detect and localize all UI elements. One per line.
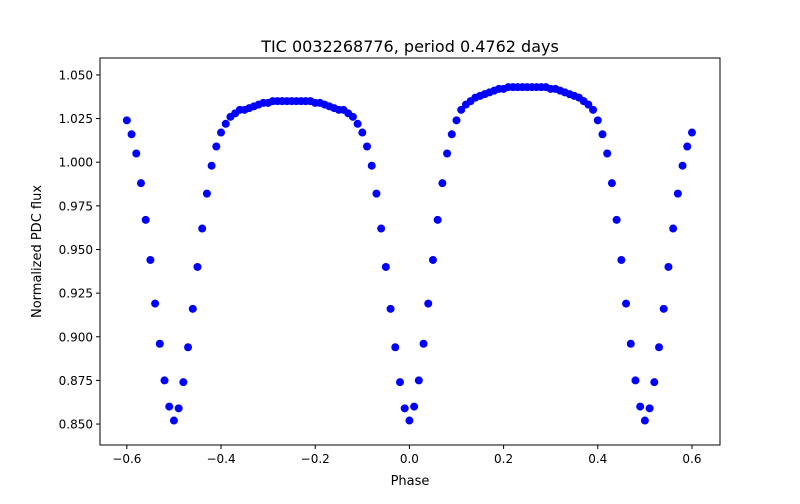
x-tick-label: −0.6	[112, 452, 141, 466]
data-point	[655, 343, 664, 352]
data-point	[386, 304, 395, 313]
data-point	[669, 224, 678, 233]
data-point	[127, 130, 136, 139]
data-point	[146, 255, 155, 264]
data-point	[612, 215, 621, 224]
data-point	[122, 116, 131, 125]
data-point	[659, 304, 668, 313]
y-axis-label: Normalized PDC flux	[30, 185, 45, 318]
data-point	[433, 215, 442, 224]
x-tick-label: 0.2	[494, 452, 513, 466]
data-point	[414, 376, 423, 385]
x-axis: −0.6 −0.4 −0.2 0.0 0.2 0.4 0.6	[112, 445, 702, 466]
y-tick-label: 0.875	[59, 374, 93, 388]
data-point	[607, 179, 616, 188]
data-point	[217, 128, 226, 137]
y-tick-label: 0.975	[59, 199, 93, 213]
data-point	[603, 149, 612, 158]
data-point	[377, 224, 386, 233]
data-point	[428, 255, 437, 264]
data-point	[353, 119, 362, 128]
data-point	[358, 128, 367, 137]
x-axis-label: Phase	[391, 474, 430, 489]
data-point	[447, 130, 456, 139]
data-point	[443, 149, 452, 158]
data-point	[165, 402, 174, 411]
x-tick-label: 0.4	[588, 452, 607, 466]
data-point	[626, 339, 635, 348]
y-tick-label: 1.025	[59, 112, 93, 126]
data-point	[405, 416, 414, 425]
y-tick-label: 1.000	[59, 156, 93, 170]
data-point	[640, 416, 649, 425]
plot-frame	[99, 57, 721, 446]
x-tick-label: −0.4	[206, 452, 235, 466]
x-tick-label: 0.0	[400, 452, 419, 466]
data-point	[631, 376, 640, 385]
data-point	[622, 299, 631, 308]
data-point	[395, 378, 404, 387]
y-tick-label: 0.900	[59, 330, 93, 344]
data-point	[678, 161, 687, 170]
data-point	[132, 149, 141, 158]
data-point	[400, 404, 409, 413]
data-point	[424, 299, 433, 308]
data-point	[457, 105, 466, 114]
data-point	[687, 128, 696, 137]
data-point	[348, 112, 357, 121]
y-tick-label: 0.850	[59, 418, 93, 432]
data-point	[193, 262, 202, 271]
data-point	[212, 142, 221, 151]
data-point	[664, 262, 673, 271]
y-axis: 0.850 0.875 0.900 0.925 0.950 0.975 1.000 1.025…	[59, 68, 100, 432]
data-point	[198, 224, 207, 233]
x-tick-label: −0.2	[301, 452, 330, 466]
data-point	[207, 161, 216, 170]
data-point	[645, 404, 654, 413]
data-point	[410, 402, 419, 411]
data-points	[122, 83, 696, 425]
data-point	[188, 304, 197, 313]
data-point	[136, 179, 145, 188]
data-point	[419, 339, 428, 348]
data-point	[391, 343, 400, 352]
y-tick-label: 1.050	[59, 68, 93, 82]
chart-title: TIC 0032268776, period 0.4762 days	[260, 37, 559, 56]
data-point	[221, 119, 230, 128]
x-tick-label: 0.6	[682, 452, 701, 466]
data-point	[381, 262, 390, 271]
y-tick-label: 0.925	[59, 287, 93, 301]
data-point	[593, 116, 602, 125]
data-point	[141, 215, 150, 224]
data-point	[452, 116, 461, 125]
data-point	[151, 299, 160, 308]
data-point	[202, 189, 211, 198]
data-point	[372, 189, 381, 198]
data-point	[155, 339, 164, 348]
data-point	[169, 416, 178, 425]
data-point	[179, 378, 188, 387]
data-point	[160, 376, 169, 385]
y-tick-label: 0.950	[59, 243, 93, 257]
data-point	[598, 130, 607, 139]
data-point	[584, 100, 593, 109]
data-point	[367, 161, 376, 170]
data-point	[184, 343, 193, 352]
data-point	[589, 105, 598, 114]
data-point	[438, 179, 447, 188]
data-point	[673, 189, 682, 198]
data-point	[363, 142, 372, 151]
data-point	[650, 378, 659, 387]
data-point	[174, 404, 183, 413]
data-point	[636, 402, 645, 411]
data-point	[683, 142, 692, 151]
data-point	[617, 255, 626, 264]
